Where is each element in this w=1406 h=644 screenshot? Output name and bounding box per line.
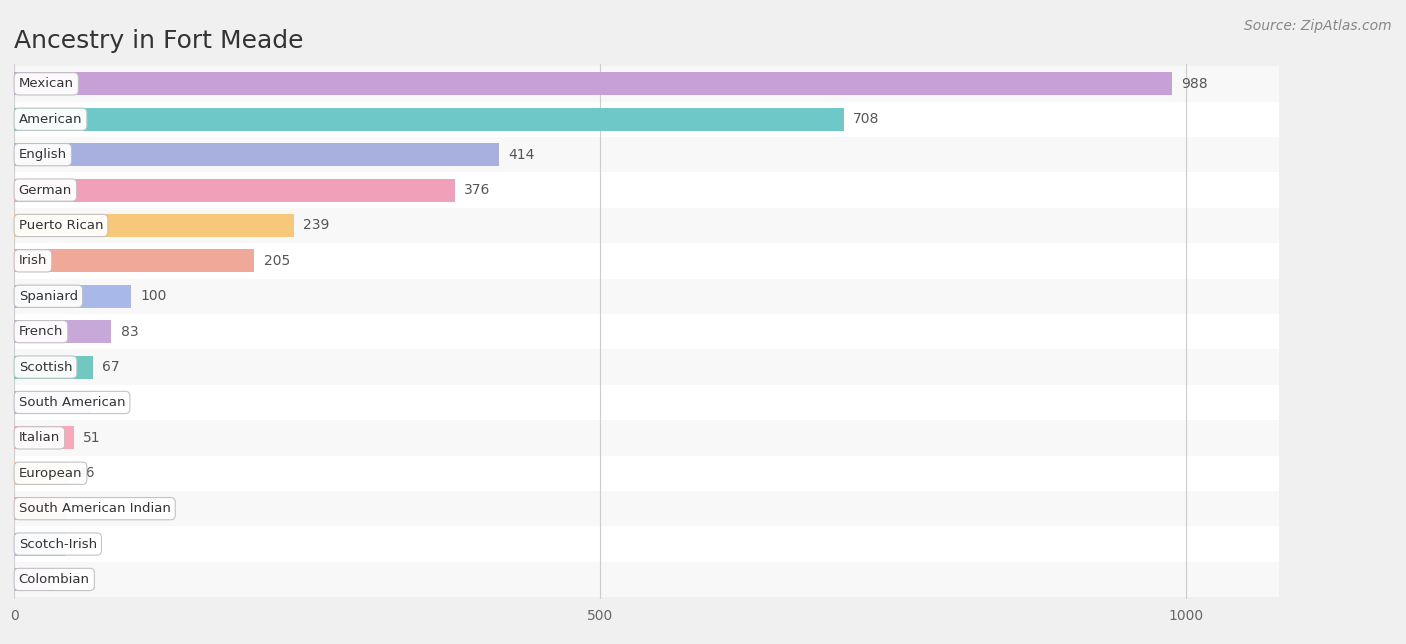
Bar bbox=[14, 249, 254, 272]
Bar bbox=[14, 102, 1406, 137]
Text: 988: 988 bbox=[1181, 77, 1208, 91]
Bar bbox=[14, 72, 1171, 95]
Bar bbox=[14, 314, 1406, 349]
Text: European: European bbox=[18, 467, 82, 480]
Bar bbox=[14, 391, 91, 414]
Text: English: English bbox=[18, 148, 67, 161]
Text: 67: 67 bbox=[103, 360, 120, 374]
Text: Puerto Rican: Puerto Rican bbox=[18, 219, 103, 232]
Text: South American Indian: South American Indian bbox=[18, 502, 170, 515]
Bar bbox=[14, 497, 67, 520]
Text: Colombian: Colombian bbox=[18, 573, 90, 586]
Text: Irish: Irish bbox=[18, 254, 48, 267]
Bar bbox=[14, 178, 454, 202]
Bar bbox=[14, 526, 1406, 562]
Bar bbox=[14, 279, 1406, 314]
Text: South American: South American bbox=[18, 396, 125, 409]
Text: 35: 35 bbox=[65, 573, 82, 587]
Bar bbox=[14, 491, 1406, 526]
Text: 46: 46 bbox=[77, 466, 96, 480]
Bar bbox=[14, 285, 131, 308]
Bar bbox=[14, 143, 499, 166]
Bar bbox=[14, 66, 1406, 102]
Text: 414: 414 bbox=[509, 147, 534, 162]
Text: Scotch-Irish: Scotch-Irish bbox=[18, 538, 97, 551]
Text: Scottish: Scottish bbox=[18, 361, 72, 374]
Text: Ancestry in Fort Meade: Ancestry in Fort Meade bbox=[14, 29, 304, 53]
Text: 100: 100 bbox=[141, 289, 167, 303]
Text: Mexican: Mexican bbox=[18, 77, 73, 90]
Text: 708: 708 bbox=[853, 112, 879, 126]
Bar bbox=[14, 562, 1406, 597]
Bar bbox=[14, 349, 1406, 384]
Bar bbox=[14, 214, 294, 237]
Bar bbox=[14, 108, 844, 131]
Text: 205: 205 bbox=[264, 254, 290, 268]
Text: 51: 51 bbox=[83, 431, 101, 445]
Bar bbox=[14, 208, 1406, 243]
Bar bbox=[14, 243, 1406, 279]
Text: French: French bbox=[18, 325, 63, 338]
Text: 376: 376 bbox=[464, 183, 491, 197]
Text: Italian: Italian bbox=[18, 431, 60, 444]
Text: 45: 45 bbox=[76, 502, 94, 516]
Bar bbox=[14, 455, 1406, 491]
Bar bbox=[14, 462, 67, 485]
Text: American: American bbox=[18, 113, 82, 126]
Text: Source: ZipAtlas.com: Source: ZipAtlas.com bbox=[1244, 19, 1392, 33]
Text: Spaniard: Spaniard bbox=[18, 290, 77, 303]
Bar bbox=[14, 320, 111, 343]
Text: German: German bbox=[18, 184, 72, 196]
Bar bbox=[14, 173, 1406, 208]
Bar bbox=[14, 568, 55, 591]
Text: 239: 239 bbox=[304, 218, 330, 232]
Bar bbox=[14, 137, 1406, 173]
Text: 44: 44 bbox=[75, 537, 93, 551]
Text: 66: 66 bbox=[101, 395, 118, 410]
Bar bbox=[14, 355, 93, 379]
Bar bbox=[14, 384, 1406, 420]
Bar bbox=[14, 420, 1406, 455]
Bar bbox=[14, 533, 66, 556]
Bar bbox=[14, 426, 75, 450]
Text: 83: 83 bbox=[121, 325, 138, 339]
